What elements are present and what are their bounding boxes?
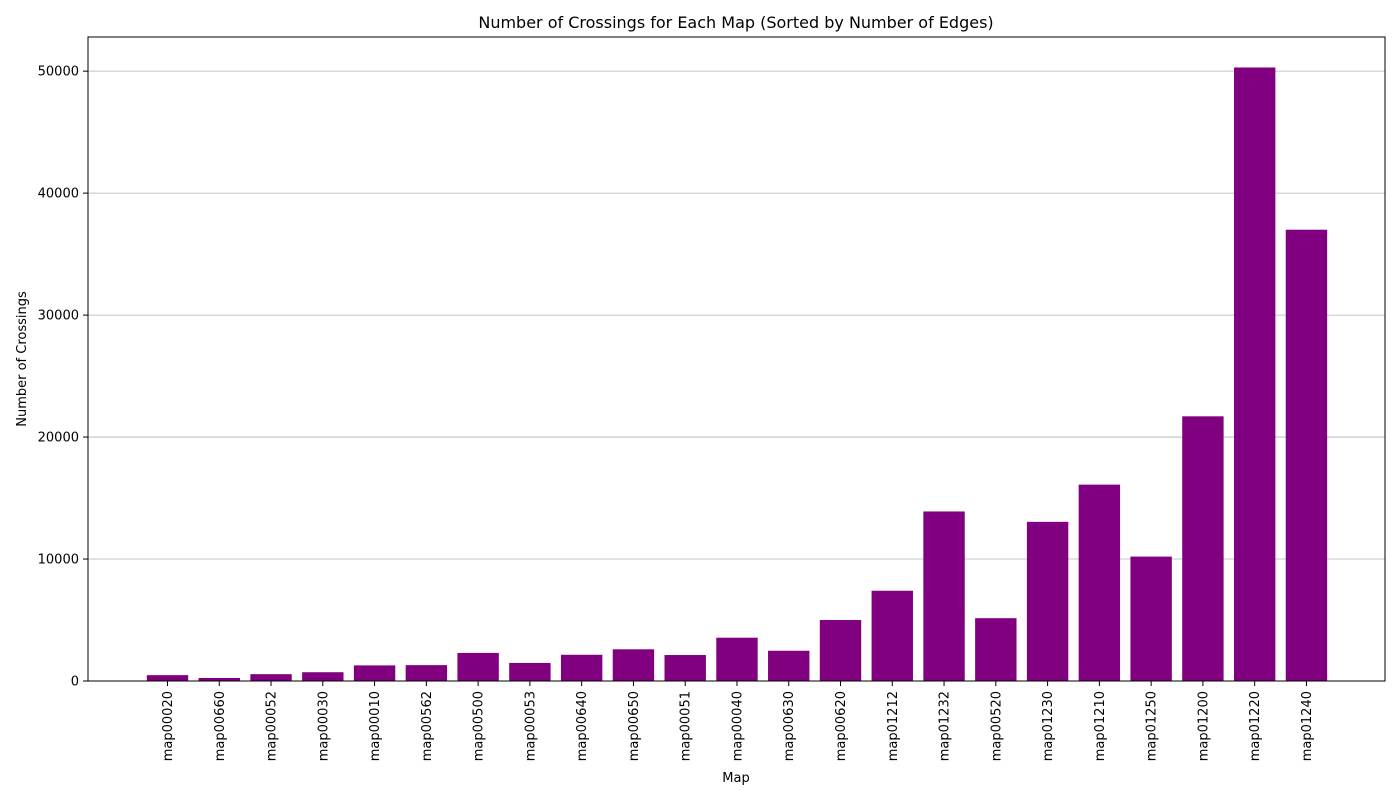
x-tick-label: map01220 — [1248, 691, 1263, 761]
x-tick-label: map00051 — [679, 691, 694, 761]
x-tick-label: map01200 — [1196, 691, 1211, 761]
bar-map01250 — [1130, 556, 1172, 681]
x-tick-label: map00040 — [730, 691, 745, 761]
bar-map00650 — [612, 649, 655, 681]
bar-map01212 — [871, 590, 913, 681]
x-tick-label: map00020 — [161, 691, 176, 761]
bar-map00020 — [146, 675, 189, 681]
bar-map00640 — [560, 654, 603, 681]
bar-map00010 — [353, 665, 396, 681]
bar-map00660 — [198, 677, 240, 681]
y-tick-label: 40000 — [38, 187, 79, 202]
bar-map01210 — [1078, 484, 1121, 681]
x-tick-label: map00660 — [213, 691, 228, 761]
bar-map00051 — [664, 655, 706, 681]
y-tick-label: 10000 — [38, 553, 79, 568]
x-axis-label: Map — [722, 771, 749, 786]
x-tick-label: map01232 — [938, 691, 953, 761]
y-tick-label: 0 — [71, 675, 79, 690]
x-tick-label: map00650 — [627, 691, 642, 761]
x-tick-label: map01230 — [1041, 691, 1056, 761]
y-tick-label: 20000 — [38, 431, 79, 446]
bar-map01232 — [923, 511, 965, 681]
x-tick-label: map00630 — [782, 691, 797, 761]
x-tick-label: map00010 — [368, 691, 383, 761]
bar-map00620 — [819, 620, 862, 681]
x-tick-label: map00620 — [834, 691, 849, 761]
bar-map01240 — [1285, 229, 1328, 681]
y-tick-label: 50000 — [38, 65, 79, 80]
chart-title: Number of Crossings for Each Map (Sorted… — [478, 13, 993, 32]
bar-map00630 — [768, 650, 810, 681]
y-tick-label: 30000 — [38, 309, 79, 324]
y-axis-ticks: 0 10000 20000 30000 40000 50000 — [38, 65, 88, 690]
bar-map01200 — [1182, 416, 1224, 681]
bar-map00040 — [716, 637, 758, 681]
x-tick-label: map00562 — [420, 691, 435, 761]
bar-map00562 — [405, 665, 448, 681]
bar-map01230 — [1026, 521, 1069, 681]
bar-map00052 — [250, 674, 292, 681]
x-tick-label: map00500 — [472, 691, 487, 761]
x-tick-label: map01240 — [1300, 691, 1315, 761]
bars — [146, 67, 1328, 681]
x-tick-label: map01250 — [1145, 691, 1160, 761]
x-tick-label: map00640 — [575, 691, 590, 761]
x-axis-ticks: map00020 map00660 map00052 map00030 map00010… — [161, 681, 1315, 761]
x-tick-label: map00030 — [316, 691, 331, 761]
bar-map00520 — [975, 618, 1017, 681]
x-tick-label: map00053 — [523, 691, 538, 761]
x-tick-label: map01210 — [1093, 691, 1108, 761]
bar-map00500 — [457, 652, 499, 681]
x-tick-label: map00052 — [265, 691, 280, 761]
x-tick-label: map01212 — [886, 691, 901, 761]
x-tick-label: map00520 — [989, 691, 1004, 761]
bar-map00030 — [302, 672, 344, 681]
bar-map01220 — [1233, 67, 1276, 681]
y-axis-label: Number of Crossings — [15, 291, 30, 427]
bar-map00053 — [509, 662, 551, 681]
